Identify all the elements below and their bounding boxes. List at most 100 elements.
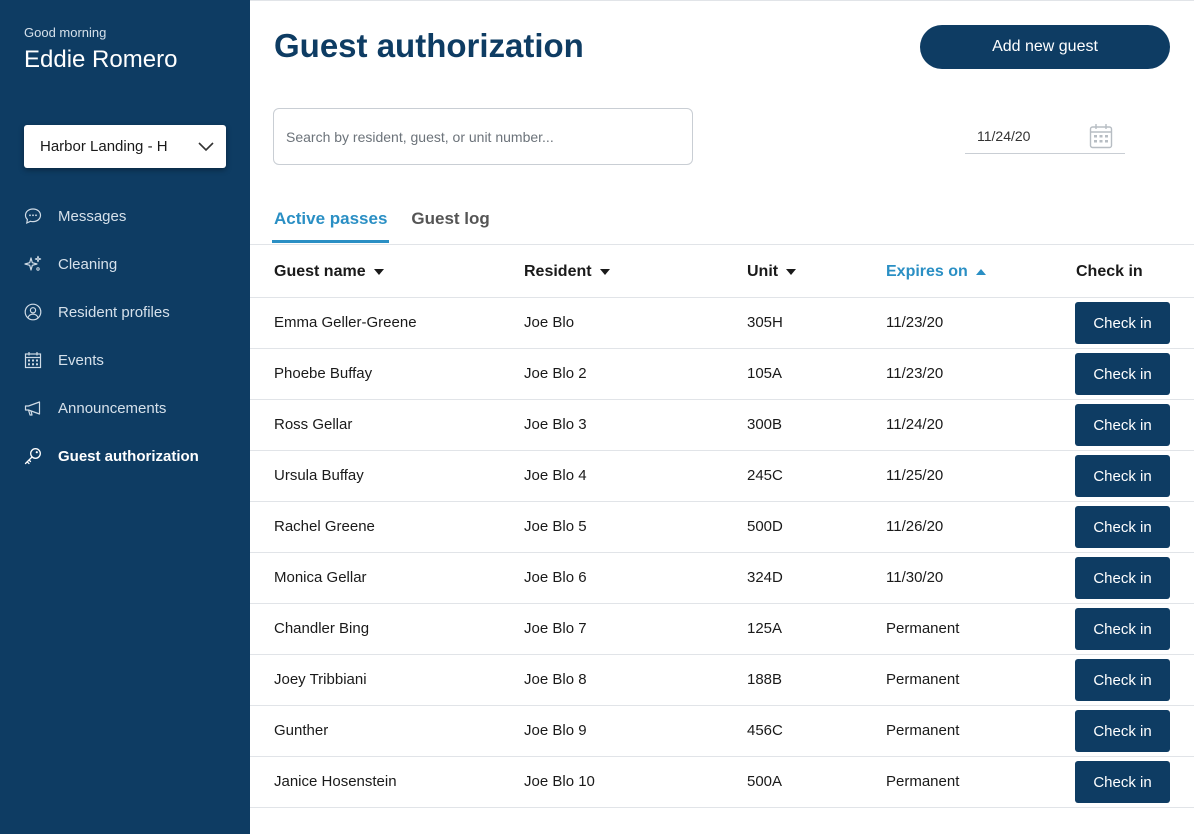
unit-cell: 125A — [747, 620, 783, 637]
sidebar-nav: Messages Cleaning Resident profiles Even… — [0, 192, 250, 480]
sidebar: Good morning Eddie Romero Harbor Landing… — [0, 0, 250, 834]
column-header-resident[interactable]: Resident — [524, 263, 610, 281]
guest-name-cell: Emma Geller-Greene — [274, 314, 417, 331]
sidebar-item-cleaning[interactable]: Cleaning — [0, 240, 250, 288]
table-row: Gunther Joe Blo 9 456C Permanent Check i… — [250, 706, 1194, 757]
table-body: Emma Geller-Greene Joe Blo 305H 11/23/20… — [250, 298, 1194, 808]
resident-cell: Joe Blo 7 — [524, 620, 587, 637]
guest-name-cell: Ross Gellar — [274, 416, 353, 433]
column-header-unit[interactable]: Unit — [747, 263, 797, 281]
date-value: 11/24/20 — [977, 128, 1031, 144]
unit-cell: 188B — [747, 671, 783, 688]
table-row: Janice Hosenstein Joe Blo 10 500A Perman… — [250, 757, 1194, 808]
column-header-expires-on[interactable]: Expires on — [886, 263, 986, 281]
unit-cell: 245C — [747, 467, 783, 484]
expires-cell: Permanent — [886, 773, 960, 790]
greeting-text: Good morning — [24, 25, 107, 40]
add-new-guest-button[interactable]: Add new guest — [920, 25, 1170, 69]
unit-cell: 456C — [747, 722, 783, 739]
sort-down-icon — [599, 269, 610, 275]
sidebar-item-resident-profiles[interactable]: Resident profiles — [0, 288, 250, 336]
resident-cell: Joe Blo 8 — [524, 671, 587, 688]
sidebar-item-messages[interactable]: Messages — [0, 192, 250, 240]
main-content: Guest authorization Add new guest 11/24/… — [250, 0, 1194, 834]
expires-cell: 11/24/20 — [886, 416, 944, 433]
key-icon — [24, 447, 42, 465]
unit-cell: 305H — [747, 314, 783, 331]
sidebar-item-label: Announcements — [58, 399, 167, 417]
check-in-button[interactable]: Check in — [1075, 761, 1170, 803]
sidebar-item-label: Resident profiles — [58, 303, 170, 321]
sort-down-icon — [786, 269, 797, 275]
unit-cell: 500D — [747, 518, 783, 535]
check-in-button[interactable]: Check in — [1075, 608, 1170, 650]
check-in-button[interactable]: Check in — [1075, 710, 1170, 752]
page-title: Guest authorization — [274, 27, 584, 64]
column-header-label: Guest name — [274, 263, 366, 280]
expires-cell: Permanent — [886, 671, 960, 688]
unit-cell: 105A — [747, 365, 783, 382]
expires-cell: 11/30/20 — [886, 569, 944, 586]
table-row: Phoebe Buffay Joe Blo 2 105A 11/23/20 Ch… — [250, 349, 1194, 400]
sidebar-item-events[interactable]: Events — [0, 336, 250, 384]
sparkle-icon — [24, 255, 42, 273]
resident-cell: Joe Blo 2 — [524, 365, 587, 382]
table-row: Rachel Greene Joe Blo 5 500D 11/26/20 Ch… — [250, 502, 1194, 553]
table-row: Chandler Bing Joe Blo 7 125A Permanent C… — [250, 604, 1194, 655]
calendar-icon — [1089, 124, 1113, 149]
tab-divider — [250, 244, 1194, 245]
guest-name-cell: Janice Hosenstein — [274, 773, 397, 790]
resident-cell: Joe Blo 4 — [524, 467, 587, 484]
search-input[interactable] — [273, 108, 693, 165]
table-row: Joey Tribbiani Joe Blo 8 188B Permanent … — [250, 655, 1194, 706]
resident-cell: Joe Blo 6 — [524, 569, 587, 586]
column-header-label: Unit — [747, 263, 779, 280]
resident-cell: Joe Blo 9 — [524, 722, 587, 739]
megaphone-icon — [24, 399, 42, 417]
resident-cell: Joe Blo 3 — [524, 416, 587, 433]
sidebar-item-label: Guest authorization — [58, 447, 199, 465]
check-in-button[interactable]: Check in — [1075, 302, 1170, 344]
check-in-button[interactable]: Check in — [1075, 353, 1170, 395]
tab-guest-log[interactable]: Guest log — [411, 209, 490, 228]
column-header-label: Resident — [524, 263, 592, 280]
date-picker[interactable]: 11/24/20 — [965, 119, 1125, 154]
sort-up-icon — [975, 269, 986, 275]
sidebar-item-label: Events — [58, 351, 104, 369]
user-name: Eddie Romero — [24, 46, 178, 73]
resident-cell: Joe Blo 10 — [524, 773, 595, 790]
table-header: Guest name Resident Unit Expires on Chec… — [250, 245, 1194, 298]
check-in-button[interactable]: Check in — [1075, 506, 1170, 548]
column-header-guest-name[interactable]: Guest name — [274, 263, 384, 281]
guest-name-cell: Chandler Bing — [274, 620, 370, 637]
sort-down-icon — [373, 269, 384, 275]
sidebar-item-announcements[interactable]: Announcements — [0, 384, 250, 432]
column-header-label: Check in — [1076, 263, 1143, 280]
tab-bar: Active passes Guest log — [272, 199, 512, 243]
check-in-button[interactable]: Check in — [1075, 659, 1170, 701]
chevron-down-icon — [198, 141, 214, 151]
guest-name-cell: Joey Tribbiani — [274, 671, 367, 688]
sidebar-item-guest-authorization[interactable]: Guest authorization — [0, 432, 250, 480]
check-in-button[interactable]: Check in — [1075, 557, 1170, 599]
calendar-icon — [24, 351, 42, 369]
guest-name-cell: Rachel Greene — [274, 518, 375, 535]
expires-cell: 11/23/20 — [886, 314, 944, 331]
unit-cell: 500A — [747, 773, 783, 790]
check-in-button[interactable]: Check in — [1075, 455, 1170, 497]
unit-cell: 324D — [747, 569, 783, 586]
table-row: Ross Gellar Joe Blo 3 300B 11/24/20 Chec… — [250, 400, 1194, 451]
column-header-check-in: Check in — [1076, 263, 1143, 281]
sidebar-item-label: Messages — [58, 207, 127, 225]
sidebar-item-label: Cleaning — [58, 255, 118, 273]
guest-name-cell: Monica Gellar — [274, 569, 367, 586]
tab-active-passes[interactable]: Active passes — [272, 199, 390, 243]
guest-name-cell: Ursula Buffay — [274, 467, 364, 484]
check-in-button[interactable]: Check in — [1075, 404, 1170, 446]
property-dropdown[interactable]: Harbor Landing - H — [24, 125, 226, 168]
user-circle-icon — [24, 303, 42, 321]
expires-cell: 11/26/20 — [886, 518, 944, 535]
expires-cell: Permanent — [886, 620, 960, 637]
resident-cell: Joe Blo 5 — [524, 518, 587, 535]
guest-name-cell: Gunther — [274, 722, 329, 739]
